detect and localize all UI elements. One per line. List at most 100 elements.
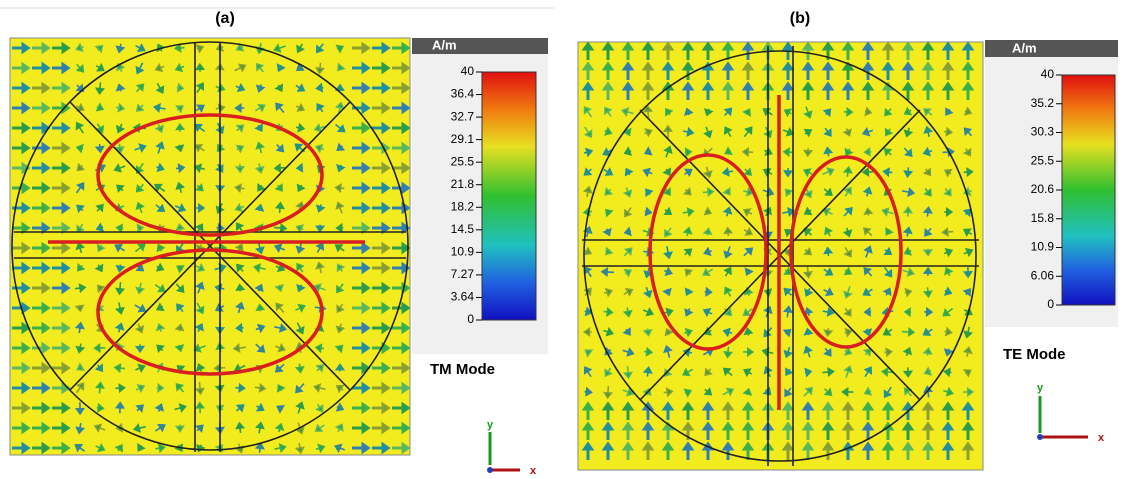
field-arrow xyxy=(76,223,85,234)
field-arrow xyxy=(683,248,693,257)
field-arrow xyxy=(274,422,285,433)
field-arrow xyxy=(843,106,854,117)
field-arrow xyxy=(334,423,344,432)
field-arrow xyxy=(195,62,206,72)
field-arrow xyxy=(642,328,653,337)
field-arrow xyxy=(822,108,832,118)
field-arrow xyxy=(783,346,793,359)
field-arrow xyxy=(12,261,31,275)
field-arrow xyxy=(600,266,614,278)
field-arrow xyxy=(665,108,674,117)
field-arrow xyxy=(335,384,345,394)
field-arrow xyxy=(781,441,795,460)
field-arrow xyxy=(943,247,954,258)
field-arrow xyxy=(254,103,266,113)
field-arrow xyxy=(903,246,913,256)
field-arrow xyxy=(235,421,246,434)
field-arrow xyxy=(841,61,855,80)
field-arrow xyxy=(194,223,204,233)
field-arrow xyxy=(392,361,411,375)
field-arrow xyxy=(901,41,915,60)
field-arrow xyxy=(921,61,935,80)
field-arrow xyxy=(883,148,893,157)
y-axis-label: y xyxy=(487,419,494,431)
field-arrow xyxy=(944,266,954,277)
field-arrow xyxy=(903,106,913,116)
field-arrow xyxy=(32,121,51,135)
field-arrow xyxy=(584,349,594,358)
field-arrow xyxy=(32,201,51,215)
field-arrow xyxy=(963,369,972,378)
field-arrow xyxy=(904,287,913,298)
field-arrow xyxy=(804,367,813,378)
field-arrow xyxy=(963,106,973,116)
field-arrow xyxy=(623,226,632,237)
field-arrow xyxy=(176,265,185,274)
field-arrow xyxy=(902,226,913,237)
field-arrow xyxy=(295,102,306,112)
field-arrow xyxy=(701,421,715,440)
field-arrow xyxy=(352,61,371,75)
field-arrow xyxy=(295,122,306,133)
field-arrow xyxy=(861,61,875,80)
field-arrow xyxy=(621,61,635,80)
field-arrow xyxy=(681,81,695,100)
field-arrow xyxy=(275,143,285,153)
field-arrow xyxy=(32,361,51,375)
field-arrow xyxy=(392,81,411,95)
field-arrow xyxy=(602,386,614,400)
field-arrow xyxy=(941,441,955,460)
field-arrow xyxy=(315,403,324,413)
field-arrow xyxy=(784,387,793,398)
field-arrow xyxy=(723,346,734,359)
field-arrow xyxy=(335,323,346,334)
field-arrow xyxy=(195,82,205,94)
field-arrow xyxy=(662,187,671,196)
field-arrow xyxy=(156,344,165,354)
field-arrow xyxy=(842,227,853,238)
field-arrow xyxy=(392,101,411,115)
field-arrow xyxy=(12,401,31,415)
field-arrow xyxy=(922,347,933,356)
field-arrow xyxy=(194,144,205,153)
field-arrow xyxy=(135,384,146,394)
field-arrow xyxy=(842,165,853,177)
field-arrow xyxy=(622,327,631,336)
field-arrow xyxy=(32,101,51,115)
field-arrow xyxy=(801,41,815,60)
field-arrow xyxy=(781,41,795,60)
field-arrow xyxy=(823,187,833,196)
field-arrow xyxy=(644,128,653,138)
field-arrow xyxy=(235,144,245,154)
field-arrow xyxy=(663,206,673,216)
field-arrow xyxy=(313,122,326,133)
scale-label: 35.2 xyxy=(1031,96,1055,110)
field-arrow xyxy=(803,306,814,317)
field-arrow xyxy=(154,283,166,293)
field-arrow xyxy=(882,287,892,297)
field-arrow xyxy=(901,401,915,420)
field-arrow xyxy=(154,183,166,193)
field-arrow xyxy=(882,327,893,336)
field-arrow xyxy=(154,423,166,433)
field-arrow xyxy=(254,123,263,132)
field-arrow xyxy=(581,441,595,460)
field-arrow xyxy=(314,343,325,354)
field-arrow xyxy=(195,302,205,315)
field-arrow xyxy=(52,421,71,435)
field-arrow xyxy=(392,381,411,395)
field-arrow xyxy=(76,362,85,371)
field-arrow xyxy=(803,327,814,336)
field-arrow xyxy=(135,62,145,75)
field-arrow xyxy=(336,263,346,273)
field-arrow xyxy=(392,401,411,415)
field-arrow xyxy=(294,442,305,455)
field-arrow xyxy=(175,382,185,393)
field-arrow xyxy=(604,126,613,136)
field-arrow xyxy=(583,147,594,158)
field-arrow xyxy=(95,62,105,72)
field-arrow xyxy=(962,267,974,279)
field-arrow xyxy=(622,187,633,198)
field-arrow xyxy=(901,326,916,338)
mode-label: TM Mode xyxy=(430,361,495,378)
